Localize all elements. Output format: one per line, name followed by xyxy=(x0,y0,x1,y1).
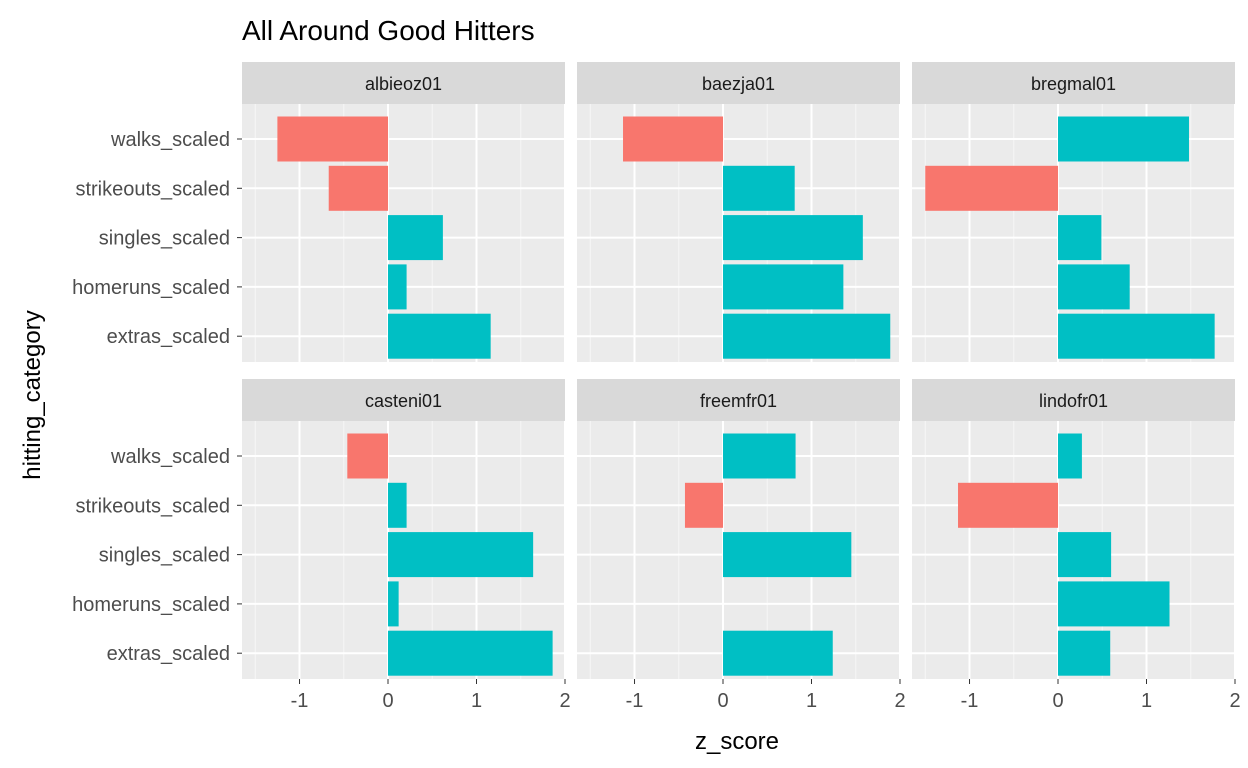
bar-singles_scaled xyxy=(388,215,443,261)
facet-strip xyxy=(577,379,900,421)
facet-panels: albieoz01walks_scaledstrikeouts_scaledsi… xyxy=(72,62,1241,712)
bar-singles_scaled xyxy=(1058,215,1102,261)
x-tick-label: 2 xyxy=(894,690,905,712)
y-tick-label: extras_scaled xyxy=(107,643,230,665)
facet-strip-label: lindofr01 xyxy=(1039,391,1108,411)
facet-strip-label: casteni01 xyxy=(365,391,442,411)
bar-homeruns_scaled xyxy=(1058,264,1130,310)
x-tick-label: 1 xyxy=(806,690,817,712)
bar-strikeouts_scaled xyxy=(958,482,1059,528)
x-tick-label: 1 xyxy=(1141,690,1152,712)
bar-walks_scaled xyxy=(347,433,389,479)
facet-strip xyxy=(577,62,900,104)
y-tick-label: walks_scaled xyxy=(110,129,230,151)
facet-strip xyxy=(242,62,565,104)
facet-panel-lindofr01: lindofr01 -1 0 1 2 xyxy=(912,379,1241,712)
facet-panel-bregmal01: bregmal01 xyxy=(912,62,1236,362)
y-tick-label: strikeouts_scaled xyxy=(75,178,230,200)
bar-homeruns_scaled xyxy=(388,581,399,627)
facet-strip-label: albieoz01 xyxy=(365,74,442,94)
bar-extras_scaled xyxy=(388,630,553,676)
bar-singles_scaled xyxy=(1058,532,1112,578)
facet-strip xyxy=(912,379,1235,421)
y-tick-label: homeruns_scaled xyxy=(72,277,230,299)
chart-title: All Around Good Hitters xyxy=(242,15,535,46)
x-tick-label: -1 xyxy=(291,690,309,712)
bar-homeruns_scaled xyxy=(723,264,844,310)
bar-singles_scaled xyxy=(723,215,863,261)
facet-strip xyxy=(242,379,565,421)
bar-strikeouts_scaled xyxy=(684,482,724,528)
x-tick-label: 2 xyxy=(559,690,570,712)
bar-singles_scaled xyxy=(388,532,534,578)
facet-panel-albieoz01: albieoz01 walks_scaled strikeouts_scaledsi… xyxy=(72,62,566,362)
x-tick-label: -1 xyxy=(626,690,644,712)
x-tick-label: 0 xyxy=(1052,690,1063,712)
facet-panel-casteni01: casteni01 -1 0 1 2 walks_scaled strikeouts_sca… xyxy=(72,379,571,712)
facet-strip xyxy=(912,62,1235,104)
bar-walks_scaled xyxy=(1058,116,1189,162)
y-tick-label: homeruns_scaled xyxy=(72,594,230,616)
facet-strip-label: baezja01 xyxy=(702,74,775,94)
bar-singles_scaled xyxy=(723,532,852,578)
x-axis-title: z_score xyxy=(695,728,779,755)
y-tick-label: walks_scaled xyxy=(110,446,230,468)
y-tick-label: singles_scaled xyxy=(99,545,230,567)
bar-extras_scaled xyxy=(388,313,491,359)
bar-extras_scaled xyxy=(723,313,891,359)
y-tick-label: strikeouts_scaled xyxy=(75,495,230,517)
x-tick-label: 2 xyxy=(1229,690,1240,712)
x-tick-label: 0 xyxy=(717,690,728,712)
bar-homeruns_scaled xyxy=(388,264,407,310)
y-tick-label: extras_scaled xyxy=(107,326,230,348)
bar-walks_scaled xyxy=(1058,433,1082,479)
y-axis-title: hitting_category xyxy=(19,310,46,479)
facet-strip-label: freemfr01 xyxy=(700,391,777,411)
x-tick-label: 1 xyxy=(471,690,482,712)
facet-strip-label: bregmal01 xyxy=(1031,74,1116,94)
facet-panel-baezja01: baezja01 xyxy=(577,62,901,362)
bar-strikeouts_scaled xyxy=(328,165,389,211)
bar-walks_scaled xyxy=(277,116,389,162)
bar-walks_scaled xyxy=(623,116,724,162)
bar-walks_scaled xyxy=(723,433,796,479)
bar-extras_scaled xyxy=(1058,313,1215,359)
x-tick-label: -1 xyxy=(961,690,979,712)
bar-strikeouts_scaled xyxy=(388,482,407,528)
bar-homeruns_scaled xyxy=(1058,581,1170,627)
bar-strikeouts_scaled xyxy=(925,165,1059,211)
bar-extras_scaled xyxy=(723,630,833,676)
bar-extras_scaled xyxy=(1058,630,1111,676)
bar-strikeouts_scaled xyxy=(723,165,795,211)
y-tick-label: singles_scaled xyxy=(99,228,230,250)
facet-panel-freemfr01: freemfr01 -1 0 1 2 xyxy=(577,379,906,712)
x-tick-label: 0 xyxy=(382,690,393,712)
